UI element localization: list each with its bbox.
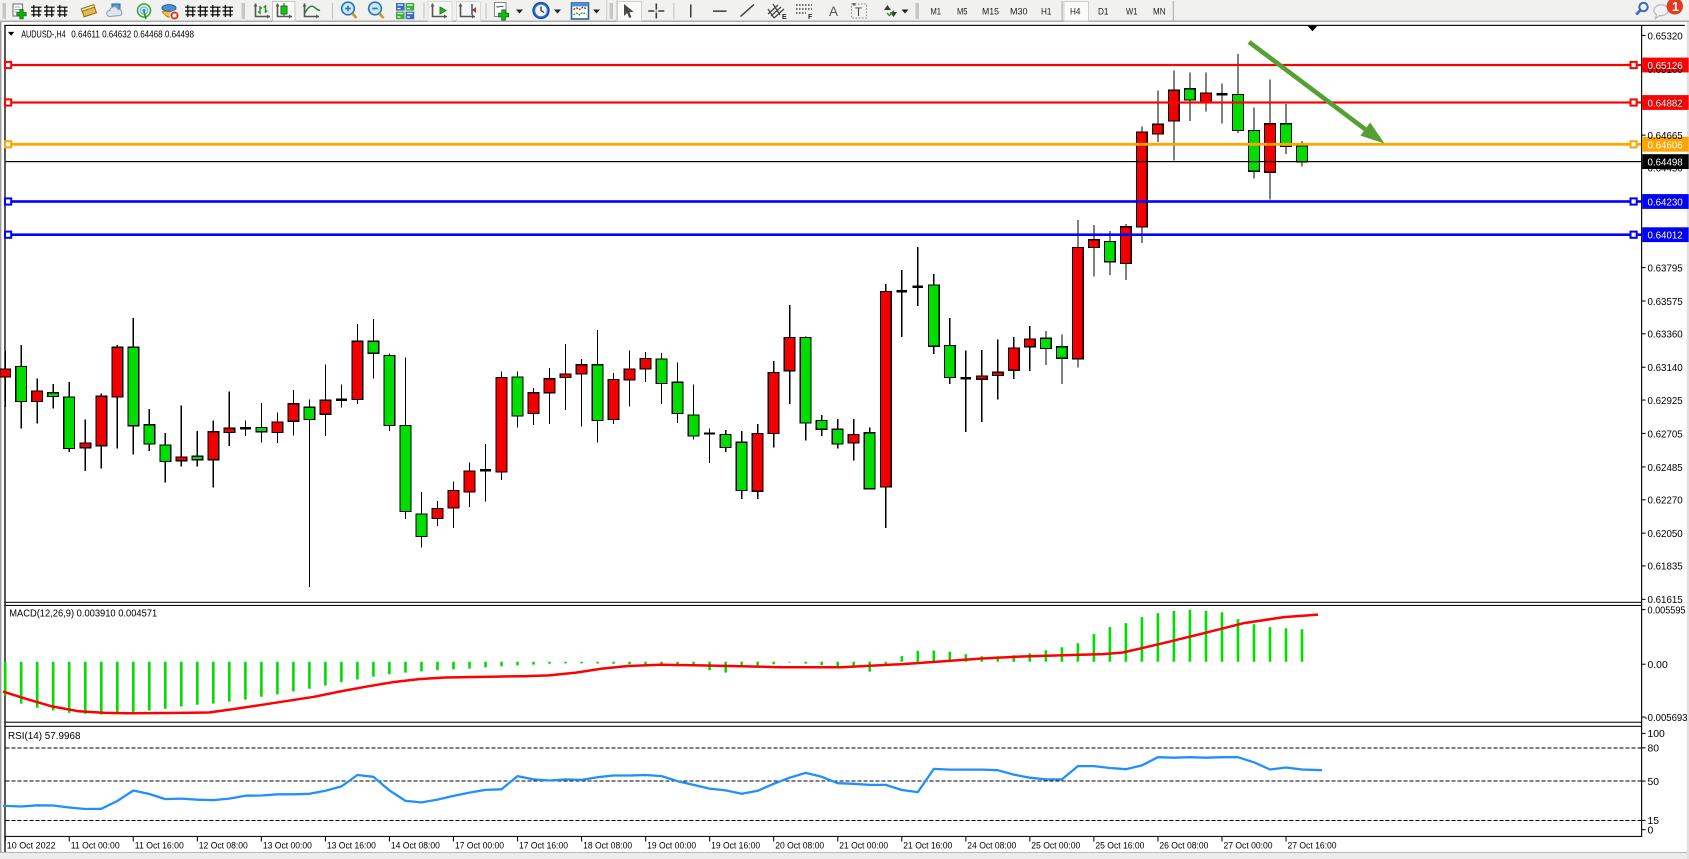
svg-text:25 Oct 00:00: 25 Oct 00:00 <box>1031 840 1080 851</box>
svg-text:11 Oct 00:00: 11 Oct 00:00 <box>71 840 120 851</box>
svg-text:27 Oct 00:00: 27 Oct 00:00 <box>1224 840 1273 851</box>
svg-text:0: 0 <box>1648 825 1654 836</box>
svg-text:0.62050: 0.62050 <box>1648 529 1683 540</box>
svg-text:26 Oct 08:00: 26 Oct 08:00 <box>1159 840 1208 851</box>
svg-text:MACD(12,26,9) 0.003910 0.00457: MACD(12,26,9) 0.003910 0.004571 <box>9 609 157 620</box>
svg-text:0.64498: 0.64498 <box>1648 158 1683 169</box>
svg-text:0.61615: 0.61615 <box>1648 595 1683 606</box>
svg-text:10 Oct 2022: 10 Oct 2022 <box>7 840 56 851</box>
svg-text:0.64606: 0.64606 <box>1648 140 1683 151</box>
svg-text:0.64611 0.64632 0.64468 0.6449: 0.64611 0.64632 0.64468 0.64498 <box>71 29 194 40</box>
svg-text:0.64015: 0.64015 <box>1648 230 1683 241</box>
svg-text:0.62485: 0.62485 <box>1648 463 1683 474</box>
svg-text:17 Oct 00:00: 17 Oct 00:00 <box>455 840 504 851</box>
svg-text:0.64230: 0.64230 <box>1648 197 1683 208</box>
svg-text:0.65100: 0.65100 <box>1648 65 1683 76</box>
svg-text:H4: H4 <box>1070 6 1081 17</box>
svg-text:0.64882: 0.64882 <box>1648 99 1683 110</box>
svg-text:0.64012: 0.64012 <box>1648 231 1683 242</box>
svg-text:0.005595: 0.005595 <box>1648 605 1686 616</box>
svg-text:D1: D1 <box>1098 6 1109 17</box>
svg-text:24 Oct 08:00: 24 Oct 08:00 <box>967 840 1016 851</box>
svg-text:0.63575: 0.63575 <box>1648 297 1683 308</box>
svg-text:0.63140: 0.63140 <box>1648 363 1683 374</box>
svg-text:0.63795: 0.63795 <box>1648 263 1683 274</box>
svg-text:RSI(14) 57.9968: RSI(14) 57.9968 <box>8 731 81 742</box>
svg-text:1: 1 <box>1672 0 1679 14</box>
svg-text:12 Oct 08:00: 12 Oct 08:00 <box>199 840 248 851</box>
svg-text:0.64230: 0.64230 <box>1648 198 1683 209</box>
svg-text:18 Oct 08:00: 18 Oct 08:00 <box>583 840 632 851</box>
svg-text:T: T <box>855 7 862 19</box>
svg-text:M30: M30 <box>1010 6 1028 17</box>
svg-text:0.62705: 0.62705 <box>1648 429 1683 440</box>
svg-text:W1: W1 <box>1126 6 1138 17</box>
svg-text:50: 50 <box>1648 777 1660 788</box>
svg-text:13 Oct 00:00: 13 Oct 00:00 <box>263 840 312 851</box>
svg-text:0.63360: 0.63360 <box>1648 330 1683 341</box>
svg-text:E: E <box>782 14 787 21</box>
svg-text:17 Oct 16:00: 17 Oct 16:00 <box>519 840 568 851</box>
svg-text:0.00: 0.00 <box>1648 660 1668 671</box>
svg-text:0.65126: 0.65126 <box>1648 61 1683 72</box>
svg-text:AUDUSD-,H4: AUDUSD-,H4 <box>21 29 66 40</box>
svg-text:19 Oct 16:00: 19 Oct 16:00 <box>711 840 760 851</box>
svg-text:27 Oct 16:00: 27 Oct 16:00 <box>1288 840 1337 851</box>
svg-text:0.62925: 0.62925 <box>1648 396 1683 407</box>
svg-text:0.64880: 0.64880 <box>1648 98 1683 109</box>
svg-text:80: 80 <box>1648 744 1660 755</box>
svg-text:MN: MN <box>1153 6 1166 17</box>
svg-text:21 Oct 16:00: 21 Oct 16:00 <box>903 840 952 851</box>
svg-text:M1: M1 <box>931 6 942 17</box>
svg-text:21 Oct 00:00: 21 Oct 00:00 <box>839 840 888 851</box>
svg-text:0.65320: 0.65320 <box>1648 31 1683 42</box>
svg-text:0.61835: 0.61835 <box>1648 562 1683 573</box>
svg-text:15: 15 <box>1648 816 1660 827</box>
svg-text:25 Oct 16:00: 25 Oct 16:00 <box>1095 840 1144 851</box>
svg-text:13 Oct 16:00: 13 Oct 16:00 <box>327 840 376 851</box>
svg-text:M15: M15 <box>982 6 999 17</box>
svg-text:20 Oct 08:00: 20 Oct 08:00 <box>775 840 824 851</box>
svg-text:14 Oct 08:00: 14 Oct 08:00 <box>391 840 440 851</box>
svg-text:F: F <box>808 14 813 21</box>
svg-text:0.62270: 0.62270 <box>1648 496 1683 507</box>
svg-text:M5: M5 <box>957 6 968 17</box>
svg-text:19 Oct 00:00: 19 Oct 00:00 <box>647 840 696 851</box>
svg-text:0.64450: 0.64450 <box>1648 164 1683 175</box>
svg-text:100: 100 <box>1648 729 1666 740</box>
svg-text:A: A <box>829 4 838 19</box>
svg-text:-0.005693: -0.005693 <box>1645 713 1688 724</box>
svg-text:H1: H1 <box>1041 6 1052 17</box>
svg-text:0.64665: 0.64665 <box>1648 131 1683 142</box>
svg-text:11 Oct 16:00: 11 Oct 16:00 <box>135 840 184 851</box>
